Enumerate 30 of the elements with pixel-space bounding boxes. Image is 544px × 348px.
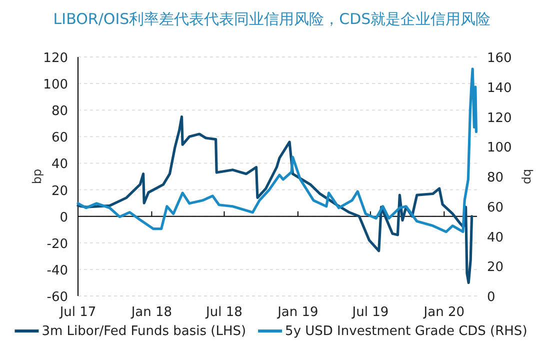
x-tick-label: Jul 18 <box>205 305 242 320</box>
chart-title: LIBOR/OIS利率差代表代表同业信用风险，CDS就是企业信用风险 <box>53 10 491 28</box>
y-tick-label: 100 <box>43 78 68 93</box>
x-tick-label: Jul 19 <box>351 305 389 320</box>
y-tick-label: 120 <box>43 51 68 66</box>
x-tick-label: Jul 17 <box>58 305 96 320</box>
y2-tick-label: 60 <box>487 200 504 216</box>
y-tick-label: 40 <box>51 157 68 172</box>
y-tick-label: -20 <box>46 236 68 252</box>
y2-tick-label: 80 <box>487 170 504 186</box>
y-tick-label: 0 <box>60 210 68 226</box>
y2-axis-title: bp <box>521 168 535 184</box>
y-tick-label: 60 <box>51 130 68 146</box>
y-tick-label: 20 <box>51 184 68 199</box>
y-tick-label: -60 <box>46 290 68 305</box>
y-tick-label: -40 <box>46 263 68 278</box>
legend-label: 3m Libor/Fed Funds basis (LHS) <box>42 324 246 339</box>
y2-tick-label: 0 <box>487 290 496 305</box>
y-axis-title: bp <box>30 168 44 184</box>
y2-tick-label: 20 <box>487 260 504 276</box>
x-tick-label: Jan 19 <box>276 305 318 320</box>
y2-tick-label: 160 <box>487 51 512 66</box>
legend-label: 5y USD Investment Grade CDS (RHS) <box>285 324 528 339</box>
y2-tick-label: 100 <box>487 140 512 156</box>
x-tick-label: Jan 18 <box>130 305 172 320</box>
y2-tick-label: 140 <box>487 80 512 96</box>
x-tick-label: Jan 20 <box>422 305 465 320</box>
y2-tick-label: 120 <box>487 110 512 126</box>
y-tick-label: 80 <box>51 104 68 120</box>
y2-tick-label: 40 <box>487 230 504 246</box>
